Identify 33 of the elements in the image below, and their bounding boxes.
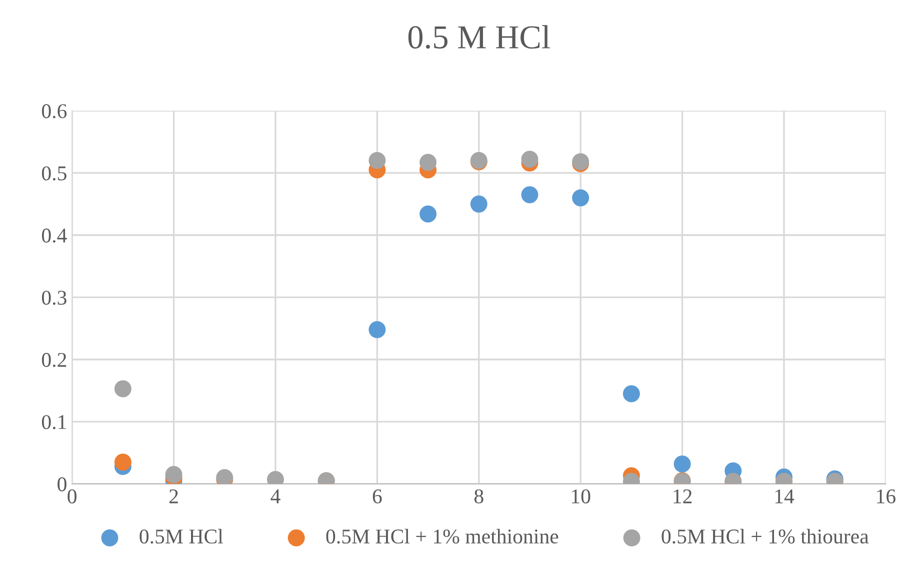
- point: [622, 385, 640, 402]
- y-tick-label: 0.2: [42, 352, 66, 368]
- point: [521, 150, 538, 168]
- point: [420, 205, 437, 223]
- point: [420, 154, 437, 171]
- point: [165, 466, 182, 484]
- point: [114, 380, 132, 398]
- chart-title: 0.5 M HCl: [408, 25, 550, 49]
- x-tick-label: 4: [270, 489, 280, 504]
- x-tick-label: 0: [68, 489, 76, 504]
- y-tick-label: 0.1: [42, 415, 66, 430]
- point: [674, 455, 691, 472]
- point: [521, 186, 538, 204]
- point: [114, 454, 132, 471]
- point: [368, 152, 386, 170]
- x-tick-label: 8: [474, 489, 484, 504]
- y-tick-label: 0.3: [42, 290, 66, 305]
- point: [368, 321, 386, 338]
- x-tick-label: 2: [169, 489, 178, 504]
- point: [572, 189, 590, 206]
- x-tick-label: 6: [372, 489, 382, 504]
- y-tick-label: 0: [58, 477, 66, 492]
- y-tick-label: 0.5: [42, 166, 66, 180]
- x-tick-label: 14: [775, 489, 794, 504]
- x-tick-label: 10: [572, 489, 590, 504]
- y-tick-label: 0.6: [42, 104, 67, 118]
- legend-label: 0.5M HCl + 1% methionine: [326, 528, 558, 544]
- x-tick-label: 12: [674, 489, 692, 504]
- legend-label: 0.5M HCl + 1% thiourea: [662, 528, 869, 544]
- x-tick-label: 16: [877, 489, 896, 504]
- y-tick-label: 0.4: [42, 228, 67, 243]
- point: [470, 196, 488, 213]
- legend-label: 0.5M HCl: [140, 528, 223, 544]
